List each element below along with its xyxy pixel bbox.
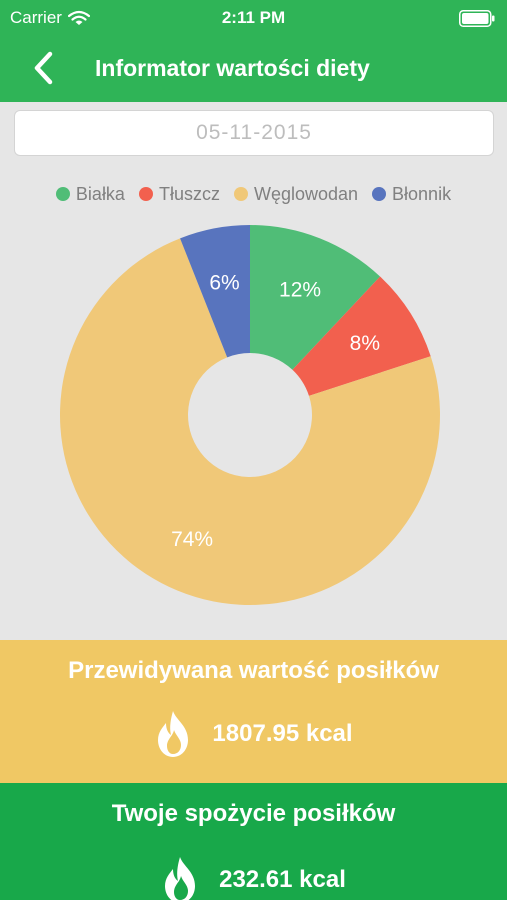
intake-title: Twoje spożycie posiłków	[111, 800, 396, 827]
diet-donut-chart: 12% 8% 74% 6%	[60, 225, 440, 605]
legend-swatch	[138, 187, 153, 201]
pie-slice-label: 8%	[350, 332, 380, 355]
intake-value-row: 232.61 kcal	[0, 856, 507, 900]
carrier-label: Carrier	[10, 8, 62, 27]
top-bar: Carrier 2:11 PM Informator wartości diet…	[0, 0, 507, 102]
legend-label: Węglowodan	[253, 183, 359, 204]
legend-item: Białka	[55, 183, 125, 205]
pie-slice-label: 74%	[171, 528, 213, 551]
legend-item: Tłuszcz	[138, 183, 220, 205]
legend-swatch	[233, 187, 248, 201]
legend-swatch	[372, 187, 387, 201]
pie-slice-tłuszcz	[292, 276, 431, 396]
predicted-value-panel: Przewidywana wartość posiłków 1807.95 kc…	[0, 640, 507, 783]
page-title: Informator wartości diety	[95, 55, 370, 81]
battery-icon	[459, 10, 495, 27]
navigation-bar: Informator wartości diety	[0, 36, 507, 102]
wifi-icon	[67, 10, 90, 25]
flame-icon	[158, 711, 189, 757]
status-time: 2:11 PM	[221, 8, 286, 27]
legend-swatch	[55, 187, 70, 201]
pie-slice-białka	[250, 225, 381, 370]
pie-slice-label: 6%	[209, 271, 239, 294]
pie-slice-błonnik	[180, 225, 250, 358]
chart-legend: Białka Tłuszcz Węglowodan Błonnik	[0, 182, 507, 206]
intake-value: 232.61 kcal	[219, 866, 346, 893]
intake-value-panel: Twoje spożycie posiłków 232.61 kcal	[0, 783, 507, 900]
predicted-title: Przewidywana wartość posiłków	[68, 657, 439, 684]
status-bar: Carrier 2:11 PM	[0, 0, 507, 36]
back-button[interactable]	[26, 50, 62, 86]
legend-label: Błonnik	[392, 183, 452, 204]
donut-chart-svg: 12% 8% 74% 6%	[60, 225, 440, 605]
flame-icon	[165, 857, 196, 900]
pie-slice-label: 12%	[279, 279, 321, 302]
legend-item: Błonnik	[372, 184, 451, 205]
legend-item: Węglowodan	[233, 183, 359, 205]
predicted-value: 1807.95 kcal	[212, 720, 353, 747]
legend-label: Białka	[75, 183, 125, 204]
predicted-value-row: 1807.95 kcal	[0, 710, 507, 758]
date-field[interactable]: 05-11-2015	[14, 110, 494, 156]
pie-slice-węglowodan	[60, 238, 440, 605]
legend-label: Tłuszcz	[158, 183, 220, 204]
carrier-indicator: Carrier	[10, 8, 90, 28]
